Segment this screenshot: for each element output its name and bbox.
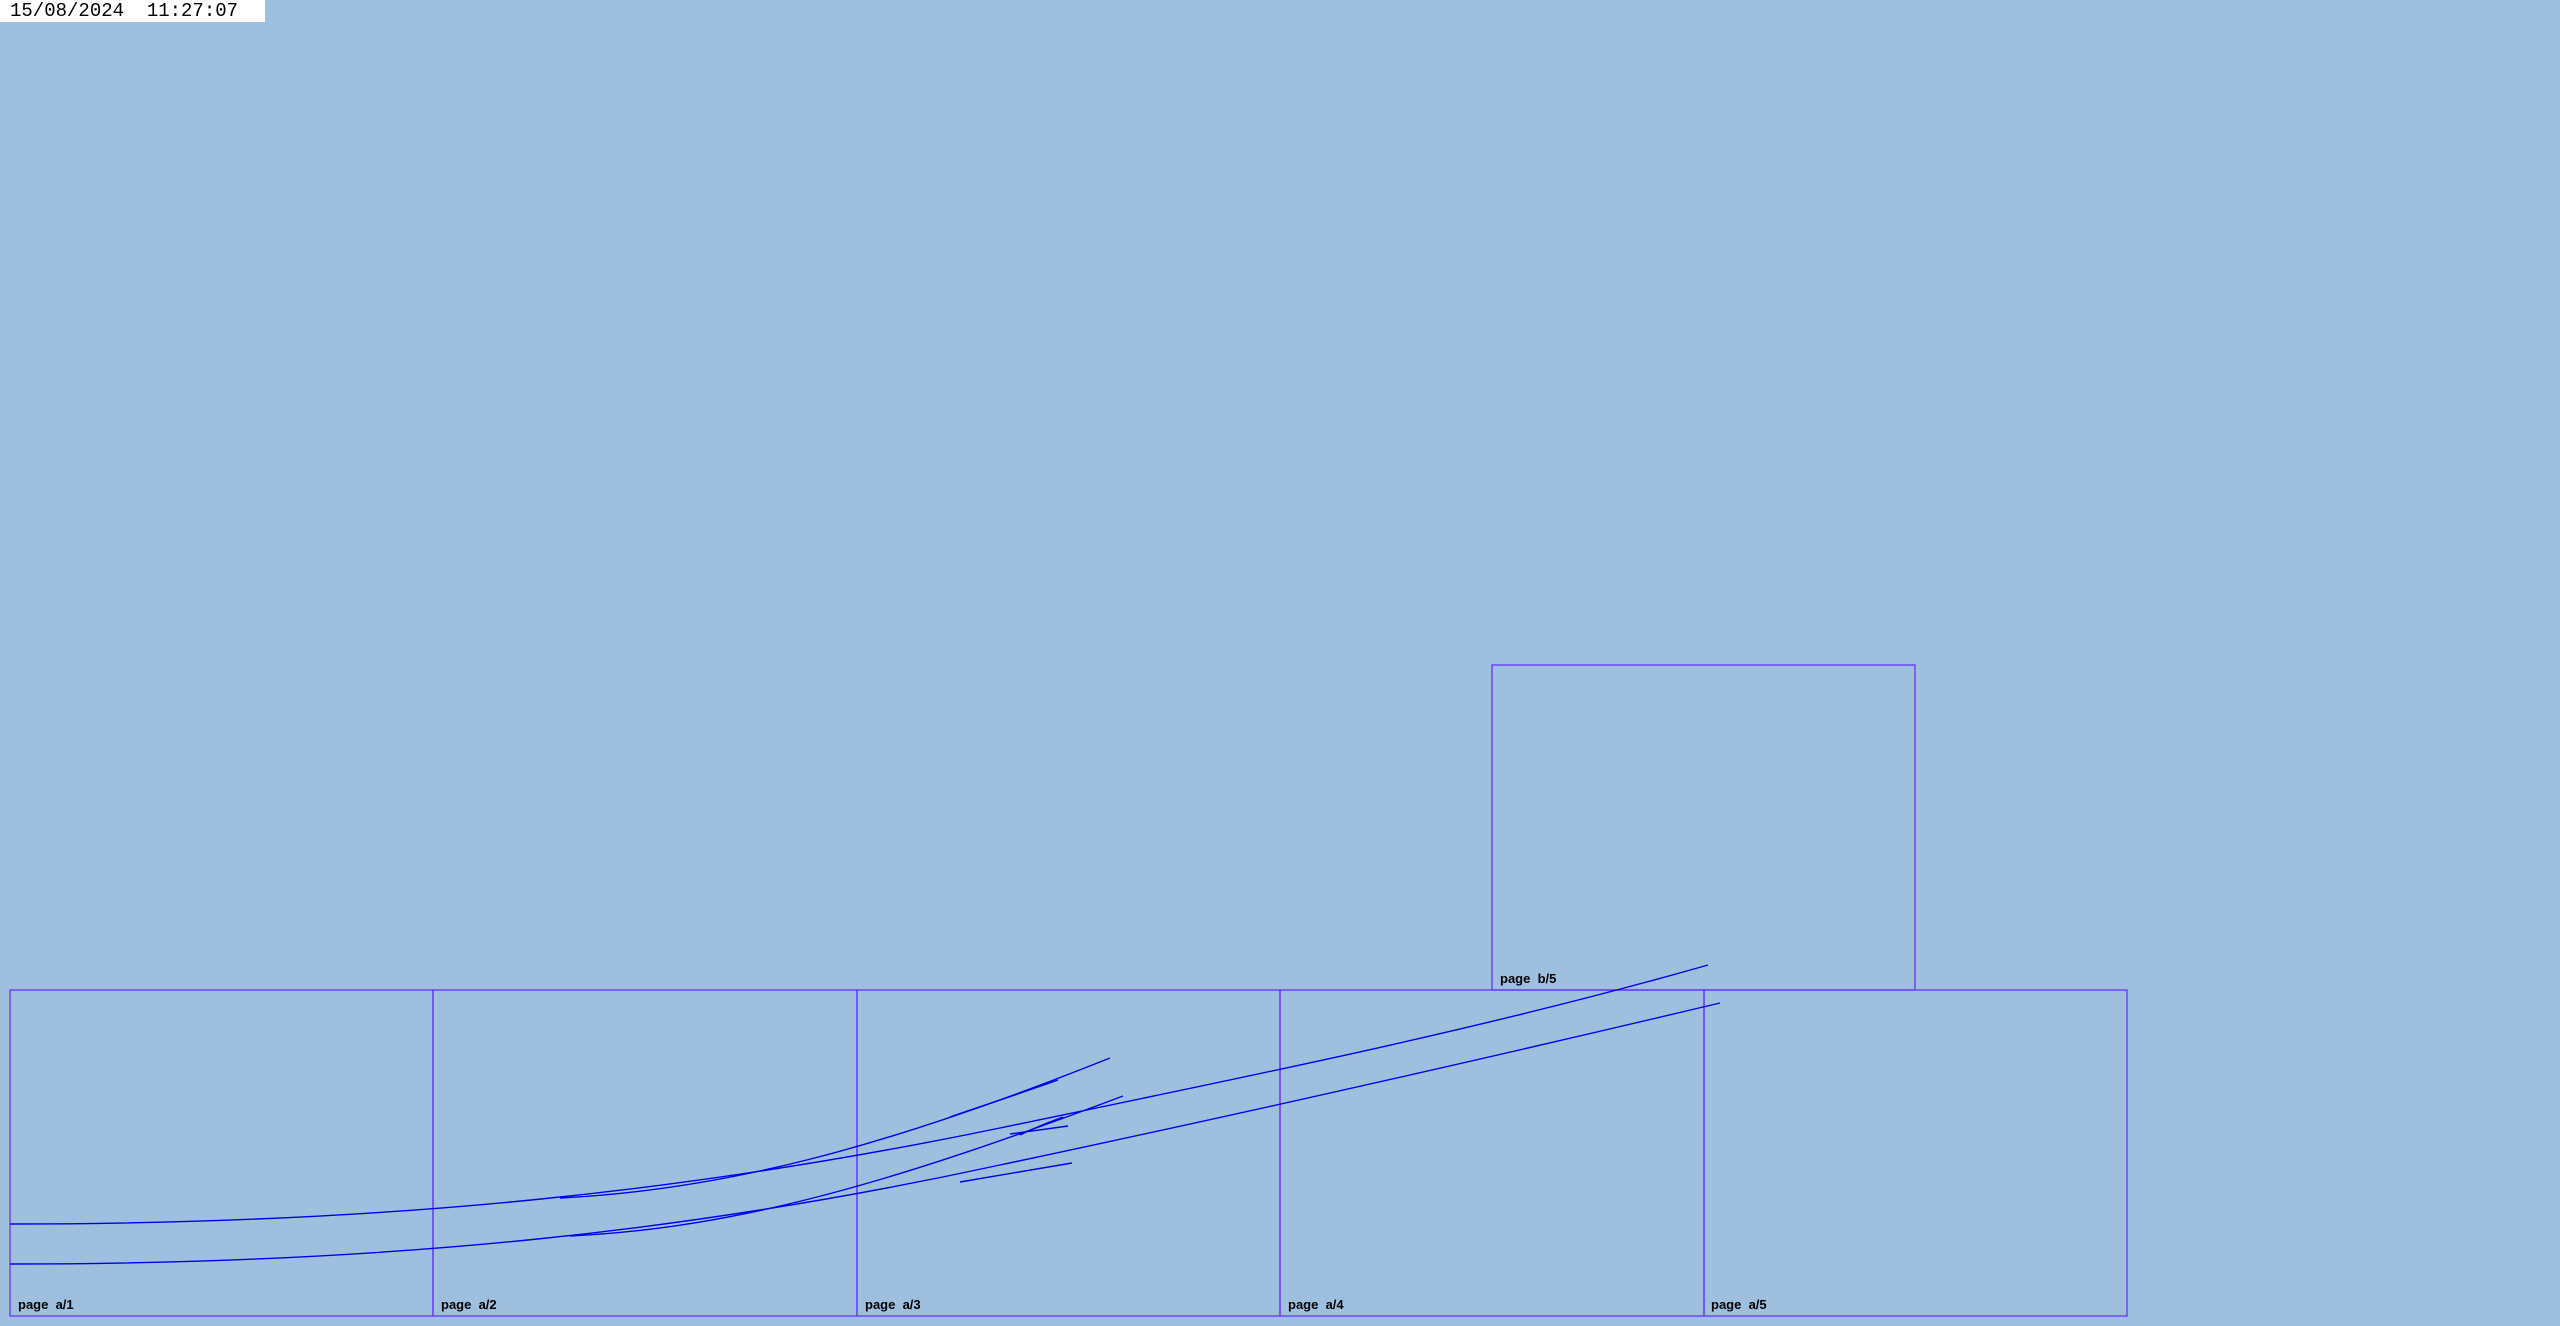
page-label-a4: page a/4 [1288, 1297, 1344, 1312]
page-a1-outline[interactable] [9, 989, 434, 1317]
page-label-a3: page a/3 [865, 1297, 921, 1312]
track-crossover-a[interactable] [1009, 1125, 1069, 1135]
page-a5-outline[interactable] [1703, 989, 2128, 1317]
page-label-a2: page a/2 [441, 1297, 497, 1312]
track-branch-lower[interactable] [569, 1095, 1124, 1237]
track-branch-upper[interactable] [559, 1057, 1111, 1199]
track-main-lower[interactable] [9, 1002, 1721, 1265]
page-a3-outline[interactable] [856, 989, 1281, 1317]
page-label-a5: page a/5 [1711, 1297, 1767, 1312]
track-crossover-b[interactable] [959, 1162, 1073, 1183]
track-main-upper[interactable] [9, 964, 1709, 1225]
page-b5-outline[interactable] [1491, 664, 1916, 991]
page-label-a1: page a/1 [18, 1297, 74, 1312]
page-a4-outline[interactable] [1279, 989, 1705, 1317]
track-branch-upper-inner[interactable] [949, 1079, 1059, 1118]
page-label-b5: page b/5 [1500, 971, 1556, 986]
page-outlines [9, 664, 2128, 1317]
track-lines [9, 964, 1721, 1265]
page-a2-outline[interactable] [432, 989, 858, 1317]
timestamp-display: 15/08/2024 11:27:07 [0, 0, 265, 22]
